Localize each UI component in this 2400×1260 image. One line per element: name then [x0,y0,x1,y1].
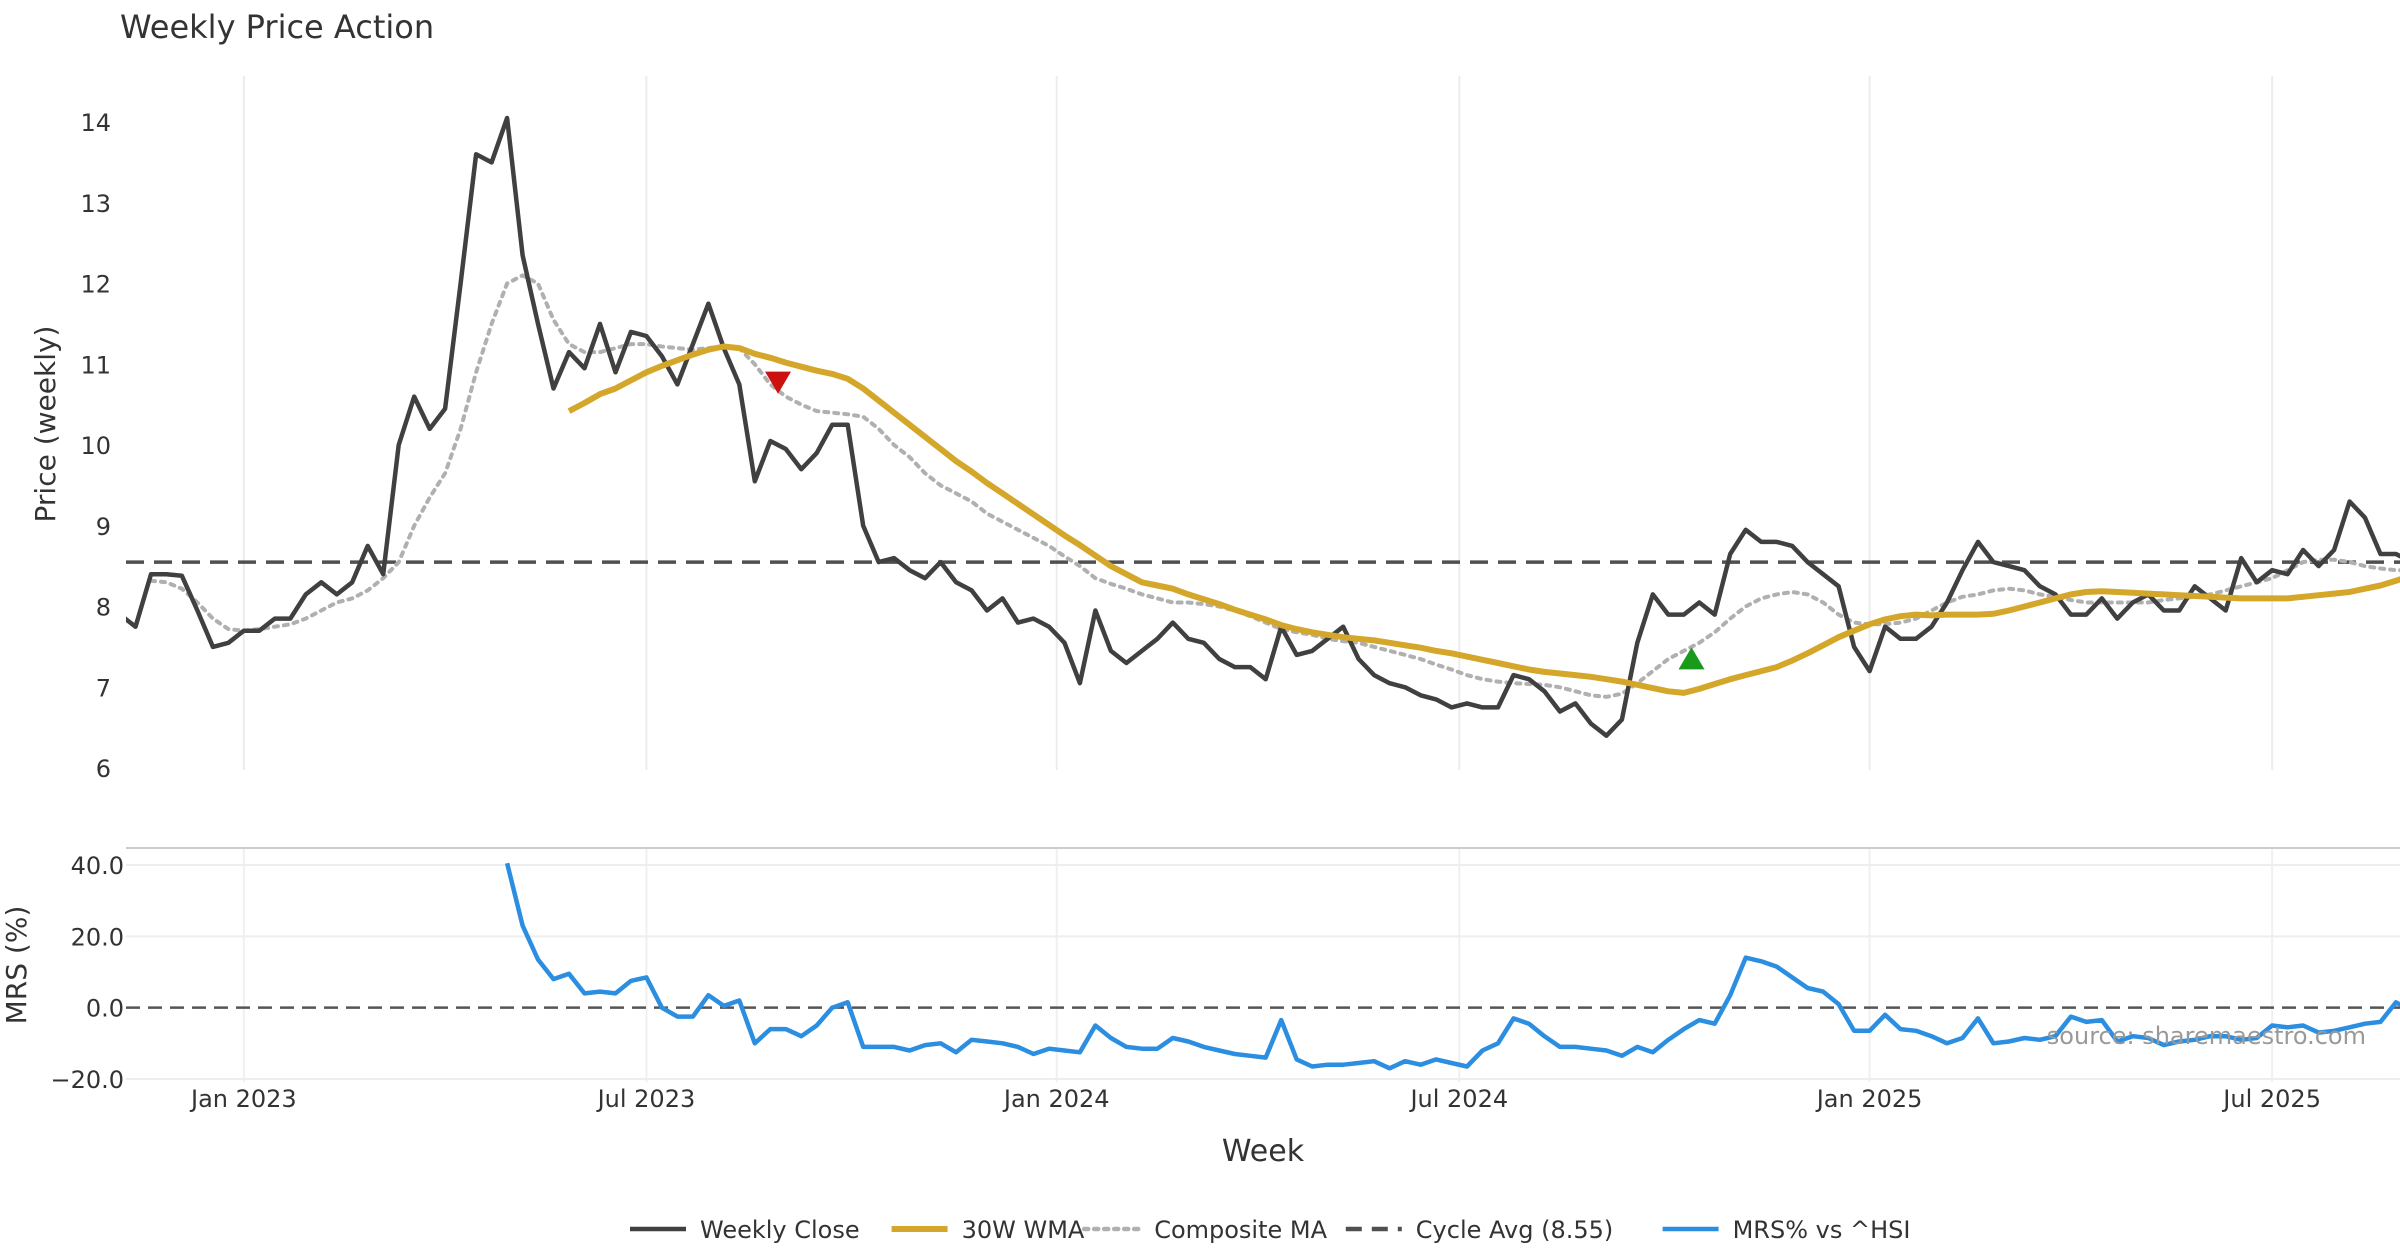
mrs-y-tick-label: 0.0 [86,995,124,1023]
price-y-tick-labels: 6 7 8 9 10 11 12 13 14 [80,109,111,783]
legend-label: Cycle Avg (8.55) [1416,1216,1613,1244]
price-y-tick-label: 6 [96,755,111,783]
x-tick-label: Jul 2024 [1408,1085,1508,1113]
sell-signal-marker [765,371,792,394]
x-tick-label: Jan 2024 [1002,1085,1110,1113]
x-axis-label: Week [1222,1134,1305,1169]
mrs-y-tick-label: 40.0 [71,852,124,880]
buy-signal-marker [1678,647,1705,670]
legend-label: Weekly Close [700,1216,860,1244]
legend: Weekly Close 30W WMA Composite MA Cycle Avg… [630,1216,1910,1244]
wma-30w-line [567,343,2400,696]
price-y-tick-label: 12 [80,271,111,299]
mrs-gridlines [126,848,2400,1082]
mrs-y-tick-label: −20.0 [50,1066,124,1094]
price-y-tick-label: 11 [80,351,111,379]
price-y-tick-label: 7 [96,674,111,702]
mrs-y-tick-labels: −20.0 0.0 20.0 40.0 [50,852,124,1094]
price-y-tick-label: 8 [96,594,111,622]
price-y-axis-label: Price (weekly) [29,326,62,523]
mrs-y-axis-label: MRS (%) [0,906,33,1025]
chart-title: Weekly Price Action [120,8,434,46]
price-gridlines [242,76,2274,770]
x-tick-label: Jul 2023 [596,1085,696,1113]
composite-ma-line [149,273,2400,699]
price-y-tick-label: 14 [80,109,111,137]
x-tick-labels: Jan 2023 Jul 2023 Jan 2024 Jul 2024 Jan 2025… [189,1085,2321,1113]
source-text: source: sharemaestro.com [2047,1022,2366,1050]
price-y-tick-label: 13 [80,190,111,218]
mrs-y-tick-label: 20.0 [71,923,124,951]
legend-label: MRS% vs ^HSI [1733,1216,1911,1244]
x-tick-label: Jul 2025 [2221,1085,2321,1113]
price-series-layer [126,115,2400,738]
x-tick-label: Jan 2025 [1815,1085,1923,1113]
price-y-tick-label: 10 [80,432,111,460]
mrs-series-layer [126,862,2400,1071]
legend-label: Composite MA [1154,1216,1327,1244]
mrs-line [504,862,2400,1071]
x-tick-label: Jan 2023 [189,1085,297,1113]
price-y-tick-label: 9 [96,513,111,541]
legend-label: 30W WMA [962,1216,1085,1244]
